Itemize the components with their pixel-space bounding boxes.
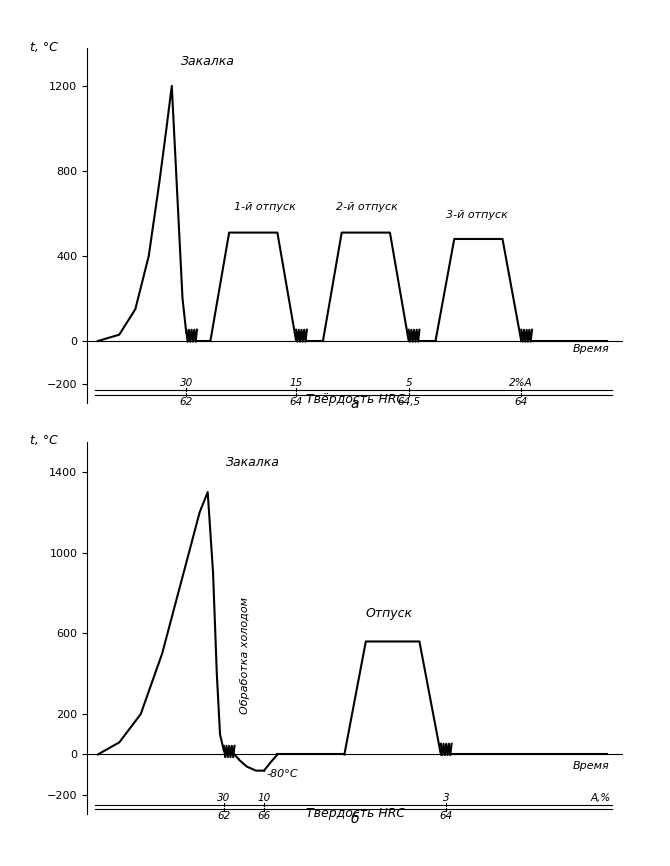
Text: 10: 10 [257, 793, 271, 803]
Text: б: б [351, 811, 359, 825]
Text: 64: 64 [289, 397, 303, 407]
Text: Твердость HRC: Твердость HRC [306, 807, 405, 820]
Text: 62: 62 [217, 811, 230, 822]
Text: Обработка холодом: Обработка холодом [240, 598, 250, 714]
Text: Время: Время [573, 760, 610, 771]
Text: а: а [351, 397, 359, 410]
Text: 5: 5 [405, 378, 412, 388]
Text: 2-й отпуск: 2-й отпуск [336, 203, 398, 212]
Text: Закалка: Закалка [181, 55, 234, 68]
Text: А,%: А,% [591, 793, 611, 803]
Text: 64: 64 [440, 811, 453, 822]
Text: 62: 62 [180, 397, 193, 407]
Text: Закалка: Закалка [226, 456, 280, 469]
Text: 2%А: 2%А [509, 378, 533, 388]
Text: Отпуск: Отпуск [366, 607, 413, 620]
Text: Время: Время [573, 344, 610, 354]
Text: 3-й отпуск: 3-й отпуск [446, 210, 508, 220]
Text: 1-й отпуск: 1-й отпуск [234, 203, 296, 212]
Text: 66: 66 [257, 811, 271, 822]
Text: 64: 64 [515, 397, 528, 407]
Text: 3: 3 [443, 793, 450, 803]
Text: 15: 15 [289, 378, 303, 388]
Text: -80°С: -80°С [267, 769, 298, 779]
Text: 64,5: 64,5 [397, 397, 420, 407]
Y-axis label: t, °С: t, °С [30, 41, 58, 54]
Y-axis label: t, °С: t, °С [30, 434, 58, 447]
Text: Твёрдость HRC: Твёрдость HRC [306, 392, 405, 405]
Text: 30: 30 [217, 793, 230, 803]
Text: 30: 30 [180, 378, 193, 388]
